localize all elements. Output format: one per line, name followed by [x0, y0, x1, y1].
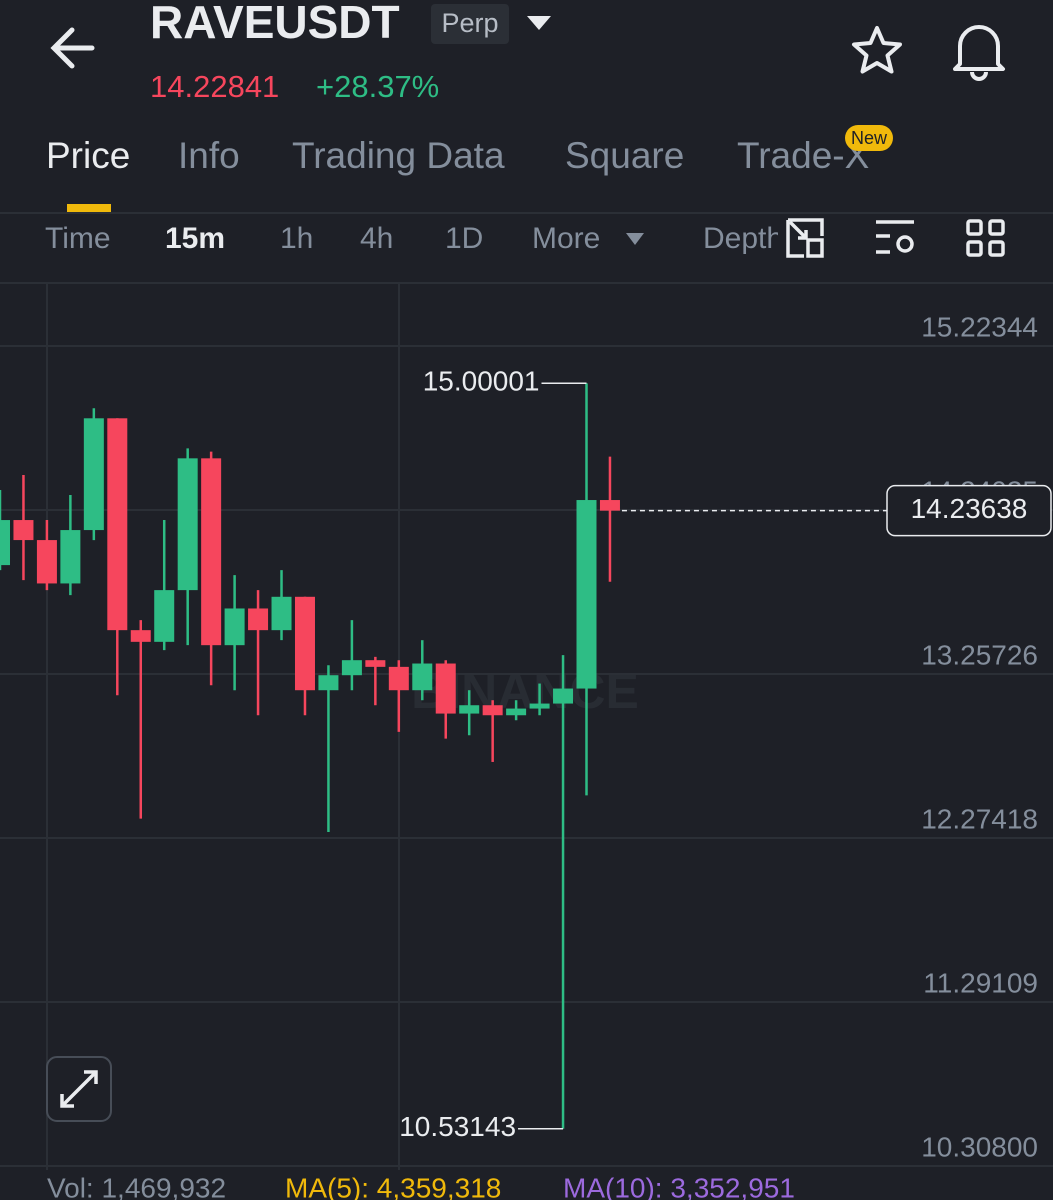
tab[interactable]: Info — [178, 135, 240, 176]
candle-body — [365, 660, 386, 667]
grid-icon-part — [988, 219, 1005, 236]
indicator-icon[interactable] — [876, 220, 914, 254]
tab[interactable]: Trading Data — [292, 135, 505, 176]
more-arrow — [626, 233, 644, 245]
candle-body — [553, 688, 574, 704]
fullscreen[interactable] — [46, 1056, 112, 1122]
tool-icon[interactable] — [786, 218, 824, 258]
candle-body — [271, 596, 292, 631]
candle-body — [388, 666, 409, 691]
interval[interactable]: More — [532, 222, 600, 255]
badge: Perp — [441, 8, 498, 38]
low-annotation: 10.53143 — [399, 1111, 516, 1142]
volume: Vol: 1,469,932 — [47, 1172, 226, 1200]
y-tick-label: 12.27418 — [921, 803, 1038, 834]
intervals: Time 15m 1h 4h 1D More Depth — [45, 222, 783, 255]
badge-bg — [431, 4, 509, 44]
tool-icon-part — [806, 238, 824, 258]
tab[interactable]: Price — [46, 135, 130, 176]
candle-body — [0, 520, 10, 566]
indicator-icon-part — [896, 235, 914, 253]
favorite[interactable] — [852, 26, 902, 74]
interval[interactable]: Time — [45, 222, 111, 255]
y-tick-label: 15.22344 — [921, 311, 1038, 342]
new-badge: New — [851, 128, 888, 148]
candle-body — [576, 500, 597, 689]
candle-body — [294, 596, 315, 691]
candle-body — [107, 418, 128, 631]
candle-body — [201, 458, 222, 646]
candle-body — [13, 520, 34, 541]
candle-body — [60, 530, 81, 584]
alert[interactable] — [953, 25, 1005, 81]
candle-body — [412, 663, 433, 691]
candle-body — [341, 660, 362, 676]
interval[interactable]: Depth — [703, 222, 783, 255]
candle-body — [224, 608, 245, 646]
tabs: Price Info Trading Data Square Trade-X — [46, 135, 869, 176]
grid-icon-part — [988, 240, 1005, 257]
candle-body — [529, 703, 550, 709]
dropdown[interactable] — [527, 16, 551, 30]
y-tick-label: 10.30800 — [921, 1131, 1038, 1162]
change: +28.37% — [316, 69, 439, 104]
candle-body — [83, 418, 104, 531]
y-tick-label: 13.25726 — [921, 639, 1038, 670]
interval[interactable]: 15m — [165, 222, 225, 255]
last-price-box — [886, 484, 1052, 537]
candle-body — [482, 705, 503, 716]
candle-body — [36, 540, 57, 584]
tab[interactable]: Square — [565, 135, 684, 176]
grid-icon[interactable] — [966, 219, 983, 236]
toolbar — [786, 218, 1005, 258]
candle-body — [459, 705, 480, 714]
candle-body — [318, 675, 339, 691]
candle-body — [506, 708, 527, 716]
interval[interactable]: 4h — [360, 222, 393, 255]
ma5: MA(5): 4,359,318 — [285, 1172, 501, 1200]
candle-body — [154, 590, 175, 642]
candle-body — [435, 663, 456, 714]
new-badge-bg — [845, 125, 893, 151]
high-annotation: 15.00001 — [423, 366, 540, 397]
chart: BINANCE15.2234414.2403513.2572612.274181… — [0, 311, 1053, 1167]
candle-body — [599, 500, 620, 511]
last-price-label: 14.23638 — [911, 493, 1028, 524]
interval[interactable]: 1D — [445, 222, 483, 255]
back-button[interactable] — [50, 27, 95, 69]
candle-body — [177, 458, 198, 591]
candle-body — [248, 608, 269, 631]
ma10: MA(10): 3,352,951 — [563, 1172, 795, 1200]
grid-icon-part — [966, 240, 983, 257]
last-price: 14.22841 — [150, 69, 279, 104]
y-tick-label: 11.29109 — [923, 967, 1038, 998]
fullscreen-icon — [60, 1070, 98, 1108]
tab-indicator — [67, 204, 111, 212]
candle-body — [130, 630, 151, 642]
symbol: RAVEUSDT — [150, 0, 400, 48]
interval[interactable]: 1h — [280, 222, 313, 255]
